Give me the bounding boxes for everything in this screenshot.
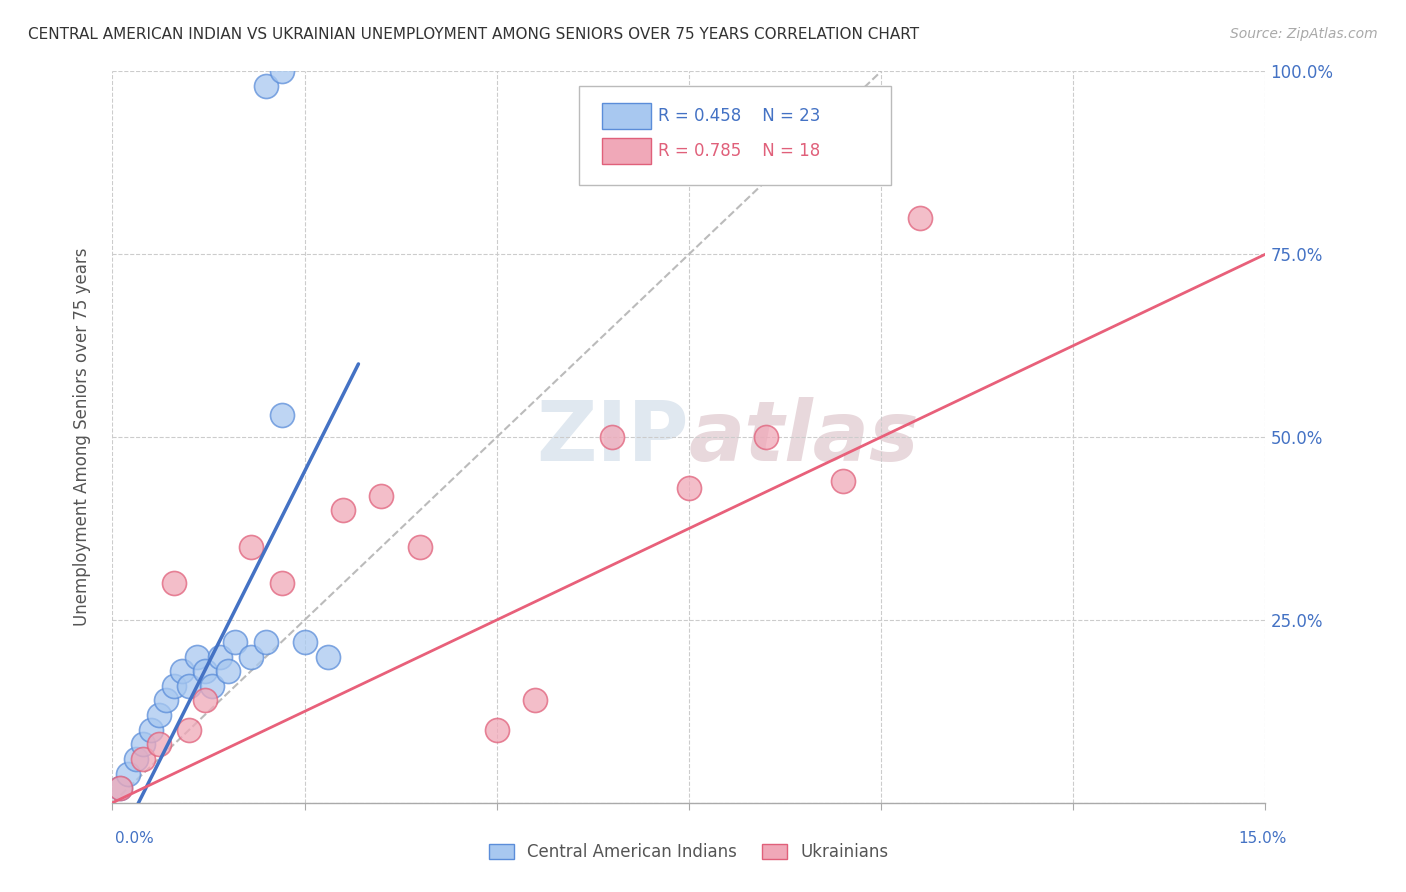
Point <box>155 693 177 707</box>
Point <box>294 635 316 649</box>
Point <box>194 664 217 678</box>
Text: atlas: atlas <box>689 397 920 477</box>
Point <box>254 78 277 93</box>
FancyBboxPatch shape <box>579 86 891 185</box>
Point <box>194 693 217 707</box>
Point <box>179 679 201 693</box>
Point <box>316 649 339 664</box>
Point <box>370 489 392 503</box>
Point <box>678 481 700 495</box>
Point <box>270 576 292 591</box>
Point <box>409 540 432 554</box>
Point <box>163 679 186 693</box>
Point <box>132 737 155 751</box>
Point <box>163 576 186 591</box>
Point <box>908 211 931 225</box>
Point <box>239 649 262 664</box>
Point <box>201 679 224 693</box>
Text: CENTRAL AMERICAN INDIAN VS UKRAINIAN UNEMPLOYMENT AMONG SENIORS OVER 75 YEARS CO: CENTRAL AMERICAN INDIAN VS UKRAINIAN UNE… <box>28 27 920 42</box>
Point <box>139 723 162 737</box>
Point <box>148 708 170 723</box>
Point <box>108 781 131 796</box>
Point <box>524 693 547 707</box>
Legend: Central American Indians, Ukrainians: Central American Indians, Ukrainians <box>482 837 896 868</box>
Point <box>132 752 155 766</box>
Point <box>831 474 853 488</box>
Point <box>170 664 193 678</box>
Point <box>755 430 778 444</box>
Point <box>485 723 508 737</box>
Point <box>332 503 354 517</box>
Text: R = 0.785    N = 18: R = 0.785 N = 18 <box>658 142 820 160</box>
Text: 0.0%: 0.0% <box>115 831 155 846</box>
Point <box>254 635 277 649</box>
Point <box>270 408 292 422</box>
Point <box>117 766 139 780</box>
Point <box>148 737 170 751</box>
Point <box>217 664 239 678</box>
Y-axis label: Unemployment Among Seniors over 75 years: Unemployment Among Seniors over 75 years <box>73 248 91 626</box>
Point <box>224 635 246 649</box>
Point <box>186 649 208 664</box>
Point <box>239 540 262 554</box>
Text: Source: ZipAtlas.com: Source: ZipAtlas.com <box>1230 27 1378 41</box>
Text: ZIP: ZIP <box>537 397 689 477</box>
Point <box>124 752 146 766</box>
Point <box>179 723 201 737</box>
Point <box>270 64 292 78</box>
Point <box>108 781 131 796</box>
Point <box>209 649 232 664</box>
FancyBboxPatch shape <box>602 103 651 129</box>
Point <box>600 430 623 444</box>
FancyBboxPatch shape <box>602 138 651 164</box>
Text: R = 0.458    N = 23: R = 0.458 N = 23 <box>658 107 820 125</box>
Text: 15.0%: 15.0% <box>1239 831 1286 846</box>
